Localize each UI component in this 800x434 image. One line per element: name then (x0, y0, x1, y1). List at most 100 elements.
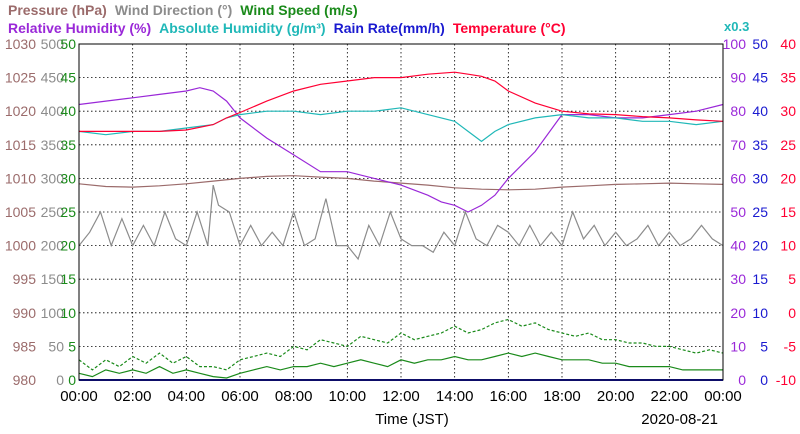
tick-label-pressure: 1030 (5, 36, 36, 52)
tick-label-temperature: 10 (780, 238, 796, 254)
x-tick-label: 14:00 (436, 388, 474, 405)
tick-label-wind-direction: 50 (48, 338, 64, 354)
tick-label-wind-direction: 300 (41, 170, 65, 186)
series-line-wind-direction (78, 184, 724, 261)
left-axes: 1030102510201015101010051000995990985980… (5, 36, 76, 388)
series-line-absolute-humidity (78, 107, 724, 143)
tick-label-rain-rate: 30 (752, 170, 768, 186)
tick-label-humidity: 20 (730, 305, 746, 321)
tick-label-pressure: 995 (13, 271, 37, 287)
legend-entry: Relative Humidity (%) (8, 20, 151, 36)
tick-label-rain-rate: 20 (752, 238, 768, 254)
tick-label-wind-speed: 15 (60, 271, 76, 287)
tick-label-wind-direction: 150 (41, 271, 65, 287)
x-tick-label: 10:00 (329, 388, 367, 405)
tick-label-pressure: 1005 (5, 204, 36, 220)
tick-label-rain-rate: 15 (752, 271, 768, 287)
series-layer (78, 71, 724, 381)
tick-label-humidity: 90 (730, 70, 746, 86)
x-tick-label: 06:00 (221, 388, 259, 405)
tick-label-rain-rate: 10 (752, 305, 768, 321)
legend-row-2: Relative Humidity (%) Absolute Humidity (… (8, 20, 566, 36)
legend-entry: Temperature (°C) (453, 20, 566, 36)
legend-entry: Wind Direction (°) (115, 2, 232, 18)
tick-label-wind-direction: 350 (41, 137, 65, 153)
tick-label-pressure: 990 (13, 305, 37, 321)
tick-label-wind-speed: 0 (68, 372, 76, 388)
tick-label-wind-direction: 250 (41, 204, 65, 220)
series-line-relative-humidity (78, 87, 724, 213)
series-line-temperature (79, 71, 724, 132)
tick-label-rain-rate: 0 (760, 372, 768, 388)
tick-label-temperature: 40 (780, 36, 796, 52)
legend-entry: Pressure (hPa) (8, 2, 107, 18)
x-tick-label: 04:00 (168, 388, 206, 405)
tick-label-wind-speed: 10 (60, 305, 76, 321)
tick-label-rain-rate: 25 (752, 204, 768, 220)
tick-label-temperature: -10 (776, 372, 796, 388)
tick-label-humidity: 80 (730, 103, 746, 119)
tick-label-humidity: 60 (730, 170, 746, 186)
tick-label-wind-direction: 0 (56, 372, 64, 388)
tick-label-pressure: 1025 (5, 70, 36, 86)
tick-label-wind-direction: 450 (41, 70, 65, 86)
x-tick-label: 00:00 (60, 388, 98, 405)
tick-label-humidity: 50 (730, 204, 746, 220)
tick-label-wind-direction: 200 (41, 238, 65, 254)
legend-entry: Wind Speed (m/s) (240, 2, 357, 18)
tick-label-wind-speed: 5 (68, 338, 76, 354)
tick-label-rain-rate: 5 (760, 338, 768, 354)
tick-label-humidity: 40 (730, 238, 746, 254)
tick-label-wind-speed: 25 (60, 204, 76, 220)
tick-label-wind-direction: 500 (41, 36, 65, 52)
tick-label-temperature: -5 (784, 338, 797, 354)
x-tick-label: 02:00 (114, 388, 152, 405)
plot-frame (78, 43, 724, 381)
tick-label-humidity: 70 (730, 137, 746, 153)
tick-label-wind-speed: 40 (60, 103, 76, 119)
tick-label-wind-speed: 30 (60, 170, 76, 186)
tick-label-wind-speed: 20 (60, 238, 76, 254)
tick-label-humidity: 100 (723, 36, 747, 52)
x-tick-label: 22:00 (651, 388, 689, 405)
tick-label-pressure: 1000 (5, 238, 36, 254)
tick-label-rain-rate: 35 (752, 137, 768, 153)
x-tick-label: 12:00 (382, 388, 420, 405)
tick-label-pressure: 1015 (5, 137, 36, 153)
x-tick-label: 16:00 (490, 388, 528, 405)
tick-label-temperature: 15 (780, 204, 796, 220)
right-axes: 1009080706050403020100504540353025201510… (723, 36, 797, 388)
series-line-pressure (78, 175, 724, 191)
tick-label-rain-rate: 45 (752, 70, 768, 86)
x-axis-label: Time (JST) (375, 411, 449, 428)
tick-label-wind-speed: 45 (60, 70, 76, 86)
tick-label-pressure: 985 (13, 338, 37, 354)
legend-entry: Absolute Humidity (g/m³) (159, 20, 325, 36)
tick-label-temperature: 25 (780, 137, 796, 153)
tick-label-wind-direction: 100 (41, 305, 65, 321)
tick-label-humidity: 10 (730, 338, 746, 354)
tick-label-rain-rate: 40 (752, 103, 768, 119)
legend-entry: Rain Rate(mm/h) (334, 20, 445, 36)
chart-date: 2020-08-21 (641, 411, 718, 428)
tick-label-pressure: 980 (13, 372, 37, 388)
tick-label-rain-rate: 50 (752, 36, 768, 52)
tick-label-temperature: 20 (780, 170, 796, 186)
tick-label-wind-direction: 400 (41, 103, 65, 119)
tick-label-temperature: 30 (780, 103, 796, 119)
tick-label-humidity: 0 (738, 372, 746, 388)
legend-row-1: Pressure (hPa) Wind Direction (°) Wind Spe… (8, 2, 358, 18)
tick-label-wind-speed: 35 (60, 137, 76, 153)
tick-label-temperature: 35 (780, 70, 796, 86)
tick-label-pressure: 1020 (5, 103, 36, 119)
x-axis: 00:00 02:00 04:00 06:00 08:00 10:00 12:00 14:00… (60, 388, 742, 405)
tick-label-wind-speed: 50 (60, 36, 76, 52)
x-tick-label: 20:00 (597, 388, 635, 405)
tick-label-temperature: 0 (788, 305, 796, 321)
series-line-wind-speed-max (78, 318, 724, 371)
x-tick-label: 18:00 (543, 388, 581, 405)
series-line-wind-speed-avg (78, 352, 723, 379)
x-tick-label: 00:00 (704, 388, 742, 405)
tick-label-pressure: 1010 (5, 170, 36, 186)
